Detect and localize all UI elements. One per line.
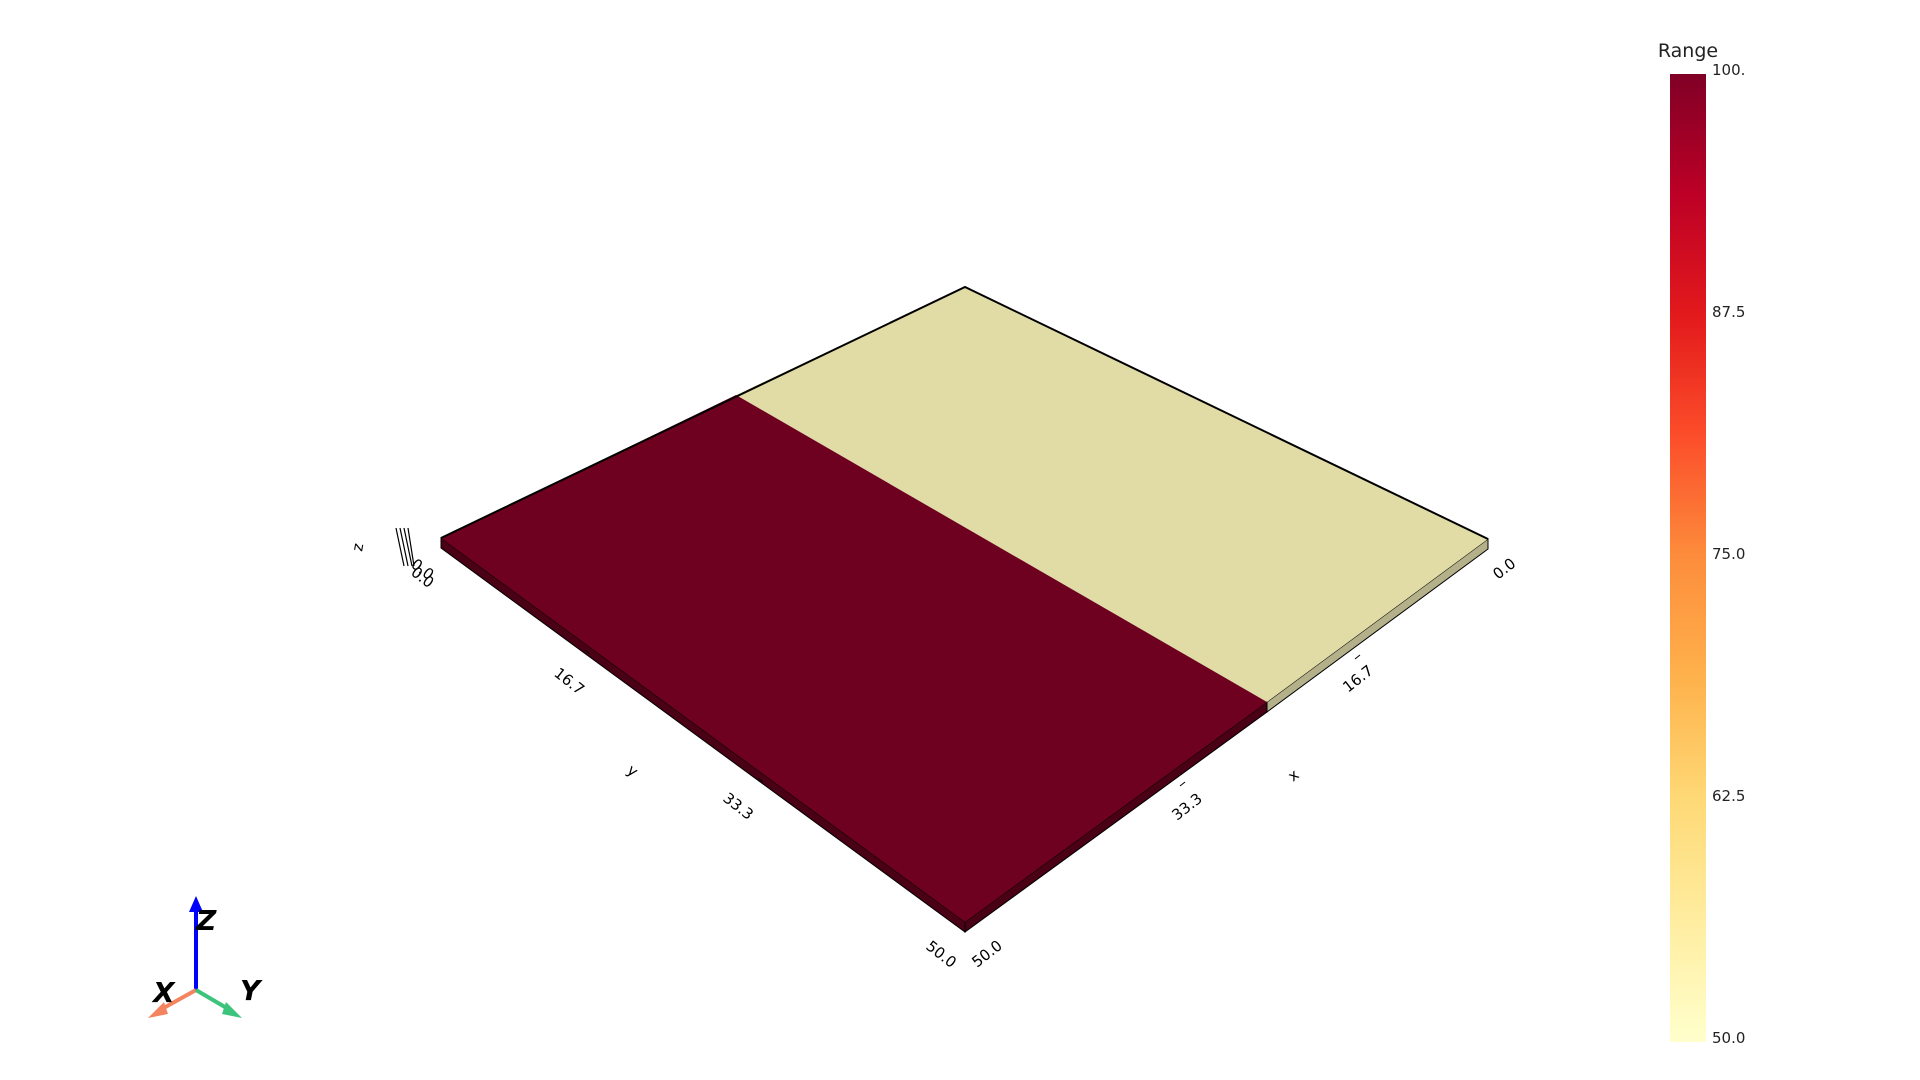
orientation-x-label: X [151,976,176,1009]
slab-top-pale [736,287,1488,702]
z-arrowhead-icon [189,896,203,912]
colorbar-tick-0: 100. [1712,61,1745,79]
x-tick-3: 50.0 [968,936,1005,971]
colorbar: Range 100. 87.5 75.0 62.5 50.0 [1658,40,1746,1047]
mesh-slab [440,285,1489,933]
orientation-y-label: Y [240,974,263,1007]
colorbar-tick-1: 87.5 [1712,303,1745,321]
y-axis-label: y [624,761,642,781]
x-tick-1: 16.7 [1339,661,1376,696]
x-arrowhead-icon [148,1002,168,1018]
x-arrow-icon [159,988,197,1012]
colorbar-tick-2: 75.0 [1712,545,1745,563]
slab-side-right [1266,538,1489,713]
y-tick-1: 16.7 [551,664,588,699]
y-tick-2: 33.3 [720,789,757,824]
slab-top-highlight [441,395,1267,922]
x-tick-0: 0.0 [1489,554,1519,583]
colorbar-gradient [1670,74,1706,1042]
y-arrow-icon [194,988,232,1012]
z-axis-label: z [348,542,367,553]
orientation-z-label: Z [195,904,217,937]
slab-outline [440,285,1489,540]
colorbar-tick-3: 62.5 [1712,787,1745,805]
x-tick-2: 33.3 [1168,789,1205,824]
y-arrowhead-icon [222,1002,242,1018]
orientation-widget: Z X Y [148,896,263,1018]
x-axis-label: x [1284,765,1302,785]
colorbar-tick-4: 50.0 [1712,1029,1745,1047]
colorbar-title: Range [1658,40,1718,62]
z-tick-stack [395,527,415,567]
y-tick-3: 50.0 [923,937,960,972]
